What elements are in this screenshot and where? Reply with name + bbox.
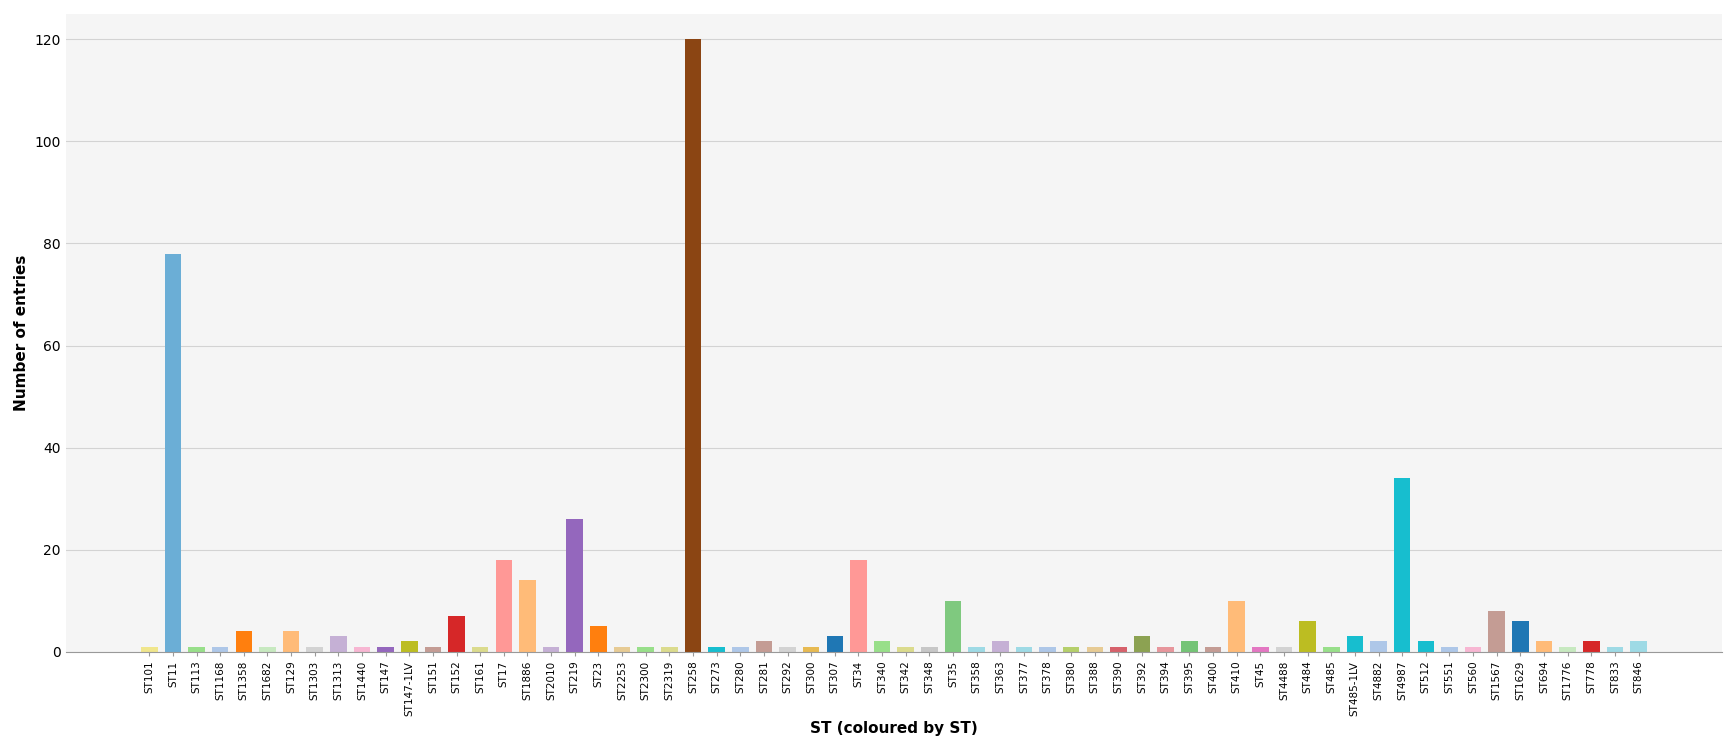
Y-axis label: Number of entries: Number of entries [14, 254, 30, 411]
Bar [1134, 636, 1151, 652]
Bar [1559, 646, 1576, 652]
Bar [991, 641, 1009, 652]
Bar [1087, 646, 1102, 652]
Bar [615, 646, 630, 652]
Bar [1441, 646, 1458, 652]
Bar [1180, 641, 1198, 652]
Bar [826, 636, 844, 652]
Bar [425, 646, 441, 652]
Bar [141, 646, 158, 652]
Bar [1488, 610, 1505, 652]
Bar [684, 40, 701, 652]
Bar [354, 646, 370, 652]
Bar [519, 580, 536, 652]
Bar [1040, 646, 1055, 652]
Bar [1347, 636, 1363, 652]
X-axis label: ST (coloured by ST): ST (coloured by ST) [811, 721, 977, 736]
Bar [566, 519, 583, 652]
Bar [1630, 641, 1647, 652]
Bar [1323, 646, 1340, 652]
Bar [1276, 646, 1292, 652]
Bar [590, 626, 606, 652]
Bar [1016, 646, 1033, 652]
Bar [307, 646, 323, 652]
Bar [661, 646, 677, 652]
Bar [165, 254, 181, 652]
Bar [1158, 646, 1174, 652]
Bar [1536, 641, 1552, 652]
Bar [851, 560, 866, 652]
Bar [1418, 641, 1434, 652]
Bar [1606, 646, 1623, 652]
Bar [1370, 641, 1387, 652]
Bar [1394, 478, 1410, 652]
Bar [922, 646, 937, 652]
Bar [543, 646, 559, 652]
Bar [1111, 646, 1127, 652]
Bar [733, 646, 748, 652]
Bar [898, 646, 913, 652]
Bar [283, 632, 299, 652]
Bar [944, 601, 962, 652]
Bar [802, 646, 819, 652]
Bar [1512, 621, 1529, 652]
Bar [212, 646, 229, 652]
Bar [1229, 601, 1245, 652]
Bar [448, 616, 465, 652]
Bar [1062, 646, 1080, 652]
Bar [1252, 646, 1269, 652]
Bar [259, 646, 276, 652]
Bar [472, 646, 488, 652]
Bar [1205, 646, 1222, 652]
Bar [401, 641, 418, 652]
Bar [873, 641, 891, 652]
Bar [779, 646, 795, 652]
Bar [708, 646, 726, 652]
Bar [1299, 621, 1316, 652]
Bar [330, 636, 347, 652]
Bar [236, 632, 252, 652]
Bar [495, 560, 512, 652]
Bar [637, 646, 654, 652]
Bar [1583, 641, 1599, 652]
Bar [1465, 646, 1481, 652]
Bar [755, 641, 773, 652]
Bar [377, 646, 394, 652]
Bar [187, 646, 205, 652]
Bar [969, 646, 984, 652]
